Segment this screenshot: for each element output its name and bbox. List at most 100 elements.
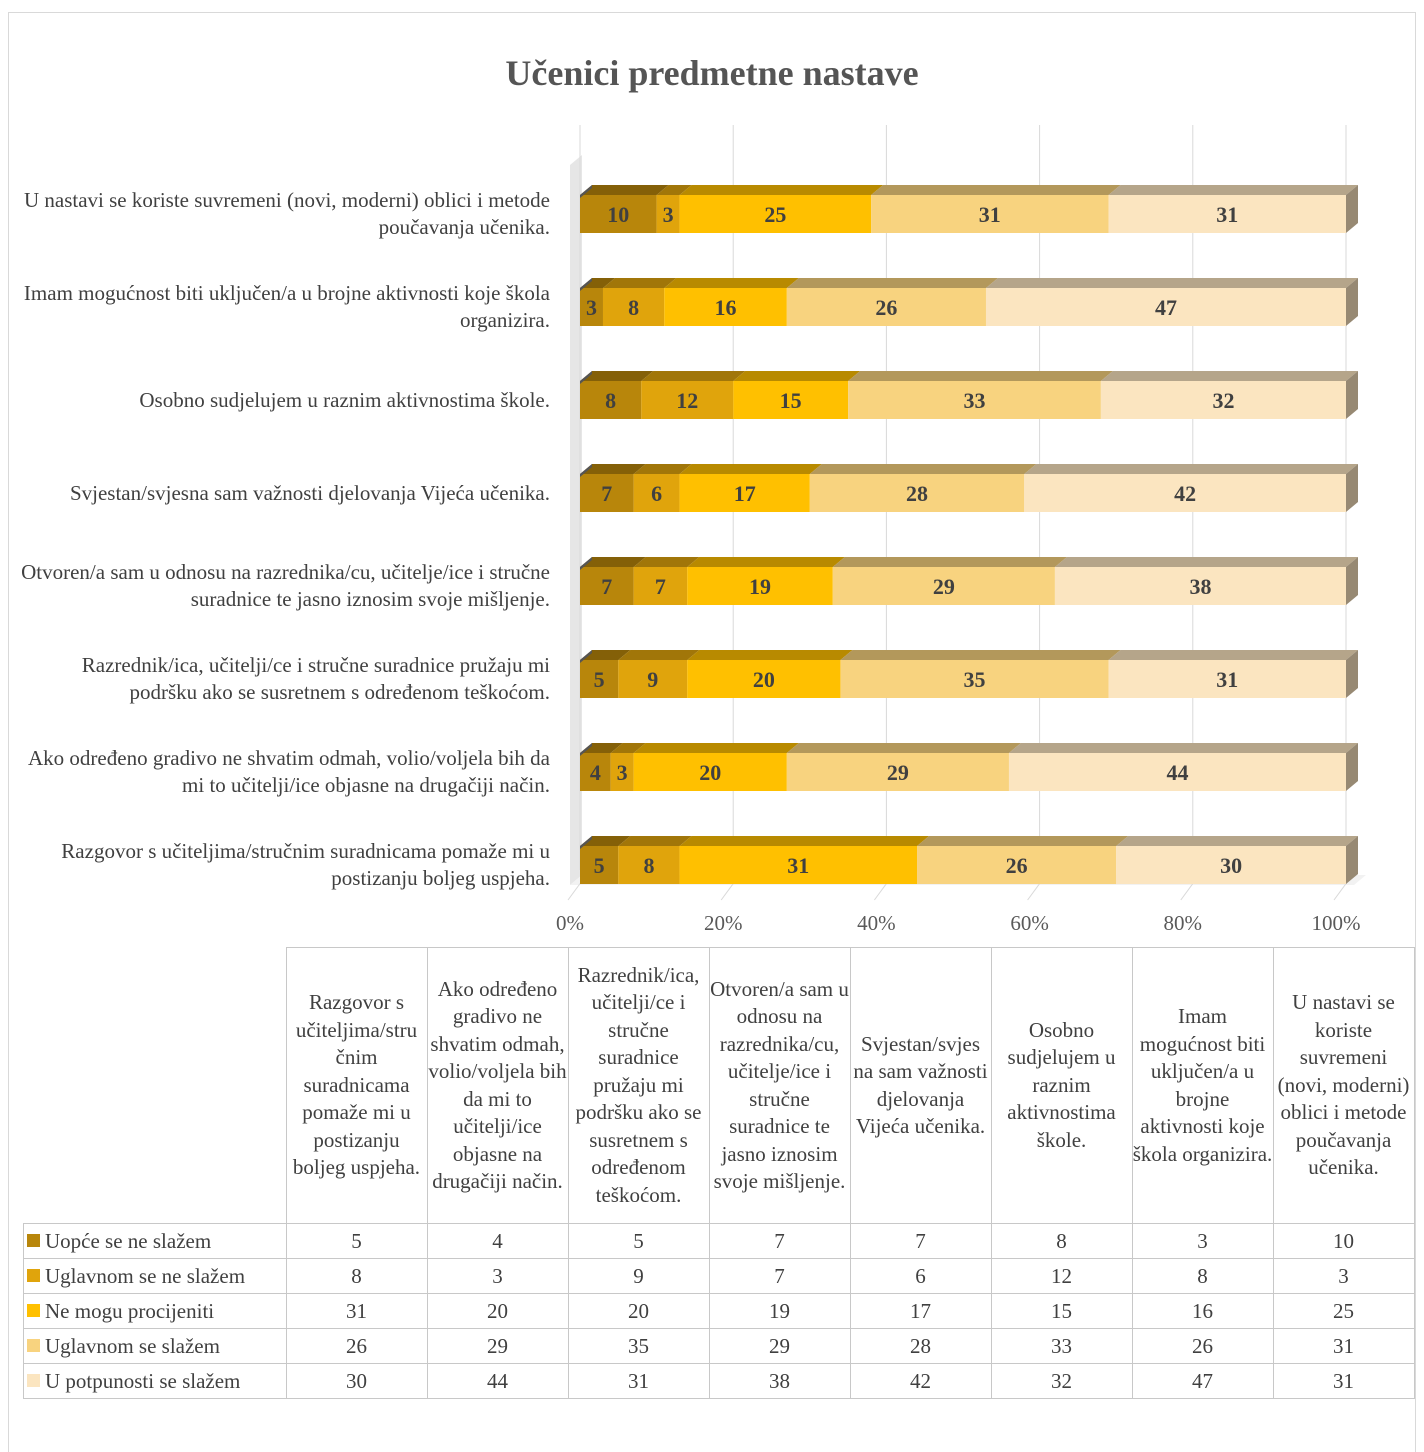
data-label: 47 [1155, 295, 1177, 320]
x-tick-label: 100% [1312, 911, 1361, 935]
bar-edge [580, 371, 592, 384]
table-cell: 17 [849, 1293, 992, 1329]
bar-segment [1024, 474, 1346, 512]
bar-segment [871, 195, 1109, 233]
table-cell: 8 [990, 1223, 1133, 1259]
data-label: 35 [963, 667, 985, 692]
data-label: 3 [617, 760, 628, 785]
bar-segment [602, 288, 665, 326]
table-cell: 47 [1131, 1363, 1274, 1399]
bar-side [1346, 371, 1358, 419]
table-cell: 7 [708, 1223, 851, 1259]
bar-segment [580, 288, 603, 326]
legend-key [27, 1304, 40, 1318]
bar-edge [580, 278, 592, 291]
x-tick-label: 80% [1164, 911, 1203, 935]
data-label: 9 [647, 667, 658, 692]
data-label: 33 [963, 388, 985, 413]
table-cell: 6 [849, 1258, 992, 1294]
legend-entry: Uglavnom se slažem [23, 1328, 287, 1364]
x-tick-label: 60% [1010, 911, 1049, 935]
legend-key [27, 1269, 40, 1283]
bar-segment [679, 195, 872, 233]
legend-label: Ne mogu procijeniti [45, 1298, 215, 1323]
table-cell: 16 [1131, 1293, 1274, 1329]
table-cell: 3 [1131, 1223, 1274, 1259]
table-cell: 44 [426, 1363, 569, 1399]
bar-segment [580, 195, 657, 233]
bar-top [633, 557, 700, 567]
legend-entry: U potpunosti se slažem [23, 1363, 287, 1399]
bar-top [580, 464, 646, 474]
legend-key [27, 1339, 40, 1353]
table-cell: 30 [285, 1363, 428, 1399]
bar-top [633, 464, 692, 474]
data-label: 5 [594, 853, 605, 878]
bar-edge [580, 743, 592, 756]
bar-top [618, 650, 700, 660]
data-label: 6 [651, 481, 662, 506]
bar-top [733, 371, 861, 381]
data-label: 38 [1189, 574, 1211, 599]
bar-segment [633, 474, 680, 512]
table-corner [23, 947, 287, 1224]
table-cell: 5 [567, 1223, 710, 1259]
table-column-header: Otvoren/a sam u odnosu na razrednika/cu,… [708, 947, 851, 1224]
bar-segment [580, 660, 619, 698]
category-label: Imam mogućnost biti uključen/a u brojne … [23, 281, 550, 332]
table-cell: 7 [708, 1258, 851, 1294]
table-cell: 20 [567, 1293, 710, 1329]
bar-top [832, 557, 1067, 567]
table-cell: 31 [1272, 1363, 1415, 1399]
table-cell: 28 [849, 1328, 992, 1364]
data-label: 7 [655, 574, 666, 599]
chart-frame [8, 12, 1416, 1452]
data-label: 3 [586, 295, 597, 320]
bar-segment [1008, 753, 1346, 791]
bar-segment [580, 846, 619, 884]
bar-segment [1108, 195, 1346, 233]
bar-top [580, 371, 654, 381]
data-label: 8 [643, 853, 654, 878]
bar-side [1346, 557, 1358, 605]
bar-segment [786, 753, 1009, 791]
category-label: Osobno sudjelujem u raznim aktivnostima … [139, 387, 550, 412]
data-label: 26 [875, 295, 897, 320]
legend-label: Uglavnom se slažem [45, 1333, 220, 1358]
table-cell: 7 [849, 1223, 992, 1259]
bar-segment [786, 288, 986, 326]
table-column-header: Svjestan/svjes na sam važnosti djelovanj… [849, 947, 992, 1224]
bar-side [1346, 836, 1358, 884]
bar-top [580, 278, 615, 288]
bar-top [985, 278, 1358, 288]
table-cell: 31 [285, 1293, 428, 1329]
bar-segment [664, 288, 787, 326]
table-cell: 10 [1272, 1223, 1415, 1259]
category-label: Razrednik/ica, učitelji/ce i stručne sur… [81, 653, 550, 704]
data-label: 4 [590, 760, 601, 785]
table-cell: 26 [1131, 1328, 1274, 1364]
bar-segment [809, 474, 1025, 512]
table-cell: 20 [426, 1293, 569, 1329]
data-label: 5 [594, 667, 605, 692]
bar-side [1346, 743, 1358, 791]
bar-top [618, 836, 692, 846]
bar-edge [580, 464, 592, 477]
table-column-header: U nastavi se koriste suvremeni (novi, mo… [1272, 947, 1415, 1224]
table-cell: 4 [426, 1223, 569, 1259]
bar-top [1108, 185, 1358, 195]
bar-segment [679, 474, 810, 512]
data-label: 42 [1174, 481, 1196, 506]
data-label: 31 [1216, 202, 1238, 227]
bar-segment [580, 381, 642, 419]
bar-top [602, 278, 677, 288]
category-label: U nastavi se koriste suvremeni (novi, mo… [23, 188, 550, 239]
bar-top [809, 464, 1037, 474]
category-label: Svjestan/svjesna sam važnosti djelovanja… [69, 480, 550, 505]
table-cell: 3 [1272, 1258, 1415, 1294]
legend-key [27, 1374, 40, 1388]
bar-top [580, 185, 669, 195]
table-column-header: Razgovor s učiteljima/stru čnim suradnic… [285, 947, 428, 1224]
table-cell: 38 [708, 1363, 851, 1399]
bar-top [633, 743, 799, 753]
